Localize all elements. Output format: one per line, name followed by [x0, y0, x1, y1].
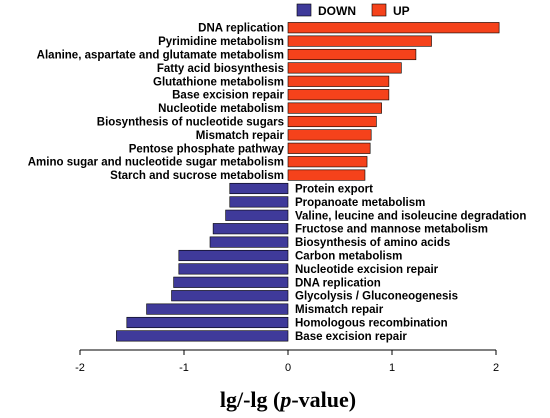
- down-bar: [212, 223, 289, 235]
- down-category-label: Fructose and mannose metabolism: [295, 224, 488, 236]
- x-tick-label: 1: [389, 362, 395, 374]
- x-axis-title: lg/-lg (p-value): [220, 387, 356, 412]
- down-bar: [229, 196, 289, 208]
- up-bar: [287, 22, 500, 34]
- down-bar: [173, 276, 289, 288]
- down-bar: [171, 290, 289, 302]
- up-category-label: Amino sugar and nucleotide sugar metabol…: [28, 157, 284, 169]
- x-axis-title-part: p: [278, 387, 291, 412]
- down-bar: [126, 316, 289, 329]
- legend-swatch-down: [296, 3, 312, 17]
- up-bar: [287, 75, 390, 87]
- up-category-label: Biosynthesis of nucleotide sugars: [97, 117, 284, 129]
- down-bar: [116, 330, 289, 342]
- up-bar: [287, 48, 417, 61]
- legend-swatch-up: [371, 3, 387, 17]
- up-category-label: Alanine, aspartate and glutamate metabol…: [37, 50, 284, 62]
- down-category-label: Mismatch repair: [295, 304, 384, 316]
- up-category-label: Mismatch repair: [196, 130, 285, 142]
- down-bar: [229, 182, 289, 195]
- up-category-label: Base excision repair: [172, 90, 284, 102]
- legend-label-up: UP: [393, 4, 410, 18]
- down-bar: [178, 263, 289, 275]
- down-category-label: Propanoate metabolism: [295, 197, 425, 209]
- up-bar: [287, 115, 377, 128]
- up-category-label: Nucleotide metabolism: [158, 103, 284, 115]
- down-category-label: DNA replication: [295, 277, 381, 289]
- down-category-label: Homologous recombination: [295, 318, 448, 330]
- up-category-label: Starch and sucrose metabolism: [110, 170, 284, 182]
- up-category-label: Pyrimidine metabolism: [158, 36, 284, 48]
- up-bar: [287, 169, 366, 181]
- down-bar: [146, 303, 289, 315]
- up-bar: [287, 35, 432, 47]
- x-tick-label: -1: [179, 362, 189, 374]
- up-bar: [287, 129, 372, 141]
- up-category-label: DNA replication: [198, 23, 284, 35]
- down-category-label: Valine, leucine and isoleucine degradati…: [295, 210, 526, 222]
- legend-label-down: DOWN: [318, 4, 356, 18]
- down-bar: [225, 209, 289, 221]
- x-tick-label: 2: [493, 362, 499, 374]
- up-bar: [287, 62, 402, 74]
- down-bar: [209, 236, 289, 248]
- down-category-label: Carbon metabolism: [295, 251, 402, 263]
- up-category-label: Glutathione metabolism: [153, 76, 284, 88]
- x-tick-label: -2: [75, 362, 85, 374]
- up-bar: [287, 102, 382, 114]
- x-axis-title-part: lg/-lg (: [220, 387, 281, 412]
- down-category-label: Glycolysis / Gluconeogenesis: [295, 291, 458, 303]
- down-category-label: Base excision repair: [295, 331, 407, 343]
- down-bar: [178, 249, 289, 262]
- up-bar: [287, 156, 368, 168]
- down-category-label: Biosynthesis of amino acids: [295, 237, 450, 249]
- up-bar: [287, 142, 371, 154]
- up-category-label: Pentose phosphate pathway: [129, 143, 285, 155]
- x-axis-title-part: -value): [291, 387, 356, 412]
- up-category-label: Fatty acid biosynthesis: [157, 63, 284, 75]
- x-tick-label: 0: [285, 362, 291, 374]
- down-category-label: Protein export: [295, 184, 373, 196]
- up-bar: [287, 89, 390, 101]
- down-category-label: Nucleotide excision repair: [295, 264, 439, 276]
